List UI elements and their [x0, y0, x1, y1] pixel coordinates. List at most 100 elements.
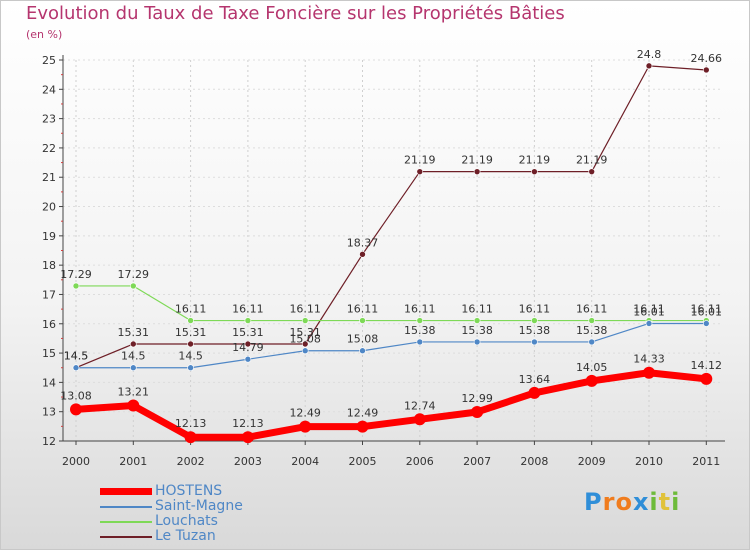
- data-label: 14.79: [232, 341, 264, 354]
- data-point: [645, 62, 653, 70]
- data-point: [72, 282, 80, 290]
- data-label: 12.99: [461, 392, 493, 405]
- data-label: 21.19: [519, 154, 551, 167]
- data-label: 14.5: [64, 350, 89, 363]
- y-tick-label: 23: [42, 113, 56, 126]
- data-point: [244, 355, 252, 363]
- data-point: [416, 317, 424, 324]
- data-label: 12.49: [347, 407, 379, 420]
- y-tick-label: 17: [42, 288, 56, 301]
- series-hostens: [70, 366, 713, 444]
- series-louchats: [72, 282, 710, 324]
- data-label: 13.21: [118, 386, 150, 399]
- data-point: [244, 317, 252, 324]
- series-line: [75, 369, 707, 441]
- x-tick-label: 2005: [349, 455, 377, 468]
- data-label: 14.5: [121, 350, 146, 363]
- y-tick-label: 15: [42, 347, 56, 360]
- unit-label: (en %): [26, 28, 63, 41]
- series-saint-magne: [72, 320, 710, 372]
- data-label: 16.11: [461, 303, 493, 316]
- data-label: 15.08: [347, 333, 379, 346]
- x-tick-label: 2007: [463, 455, 491, 468]
- data-point: [645, 320, 653, 327]
- data-label: 16.11: [175, 303, 207, 316]
- data-label: 16.01: [633, 305, 665, 318]
- data-label: 16.11: [633, 303, 665, 316]
- data-label: 17.29: [118, 268, 150, 281]
- data-point: [700, 372, 713, 385]
- data-point: [301, 340, 309, 348]
- y-tick-label: 21: [42, 171, 56, 184]
- data-point: [588, 168, 596, 175]
- legend-swatch: [100, 521, 152, 523]
- legend-swatch: [100, 506, 152, 508]
- data-point: [413, 413, 426, 426]
- data-label: 12.49: [289, 407, 321, 420]
- data-point: [70, 403, 82, 416]
- data-point: [301, 347, 309, 355]
- data-label: 21.19: [404, 154, 436, 167]
- x-tick-label: 2011: [692, 455, 720, 468]
- data-point: [299, 420, 312, 433]
- x-tick-label: 2002: [177, 455, 205, 468]
- data-point: [187, 317, 194, 324]
- y-tick-label: 24: [42, 83, 56, 96]
- data-point: [130, 340, 137, 348]
- data-point: [244, 340, 252, 348]
- proxiti-logo: Proxiti: [584, 488, 680, 516]
- data-point: [585, 374, 598, 387]
- data-point: [187, 364, 194, 372]
- series-line: [76, 322, 707, 369]
- y-tick-label: 20: [42, 201, 56, 214]
- data-point: [471, 405, 484, 418]
- data-label: 15.08: [289, 333, 321, 346]
- legend-swatch: [100, 536, 152, 538]
- data-label: 15.31: [175, 326, 207, 339]
- data-point: [531, 168, 538, 175]
- data-label: 16.11: [576, 303, 608, 316]
- data-point: [416, 168, 424, 175]
- data-label: 15.38: [404, 324, 436, 337]
- data-point: [184, 431, 197, 444]
- data-point: [130, 364, 137, 372]
- y-tick-label: 13: [42, 406, 56, 419]
- legend-label: HOSTENS: [155, 483, 223, 499]
- y-tick-label: 19: [42, 230, 56, 243]
- data-label: 16.11: [232, 303, 264, 316]
- logo-letter: r: [602, 488, 616, 516]
- data-label: 24.8: [637, 48, 662, 61]
- data-label: 24.66: [691, 52, 723, 65]
- data-label: 18.37: [347, 236, 379, 249]
- y-tick-label: 14: [42, 376, 56, 389]
- data-label: 15.31: [232, 326, 264, 339]
- data-point: [359, 317, 366, 324]
- data-point: [359, 347, 366, 355]
- data-point: [528, 386, 541, 399]
- logo-letter: o: [615, 488, 633, 516]
- data-point: [531, 338, 538, 346]
- data-point: [187, 340, 194, 348]
- series-line: [76, 285, 707, 322]
- data-label: 21.19: [461, 154, 493, 167]
- data-point: [473, 317, 481, 324]
- data-label: 15.31: [289, 326, 321, 339]
- data-label: 15.38: [461, 324, 493, 337]
- x-tick-label: 2003: [234, 455, 262, 468]
- x-tick-label: 2004: [291, 455, 319, 468]
- data-point: [72, 364, 80, 372]
- series-line: [75, 65, 707, 369]
- data-label: 15.31: [118, 326, 150, 339]
- legend-swatch: [100, 488, 152, 495]
- data-point: [356, 420, 369, 433]
- data-label: 14.5: [64, 350, 89, 363]
- y-tick-label: 12: [42, 435, 56, 448]
- series-le-tuzan: [72, 62, 710, 372]
- x-tick-label: 2006: [406, 455, 434, 468]
- x-tick-label: 2000: [62, 455, 90, 468]
- data-point: [416, 338, 424, 346]
- data-label: 13.64: [519, 373, 551, 386]
- data-point: [473, 168, 481, 175]
